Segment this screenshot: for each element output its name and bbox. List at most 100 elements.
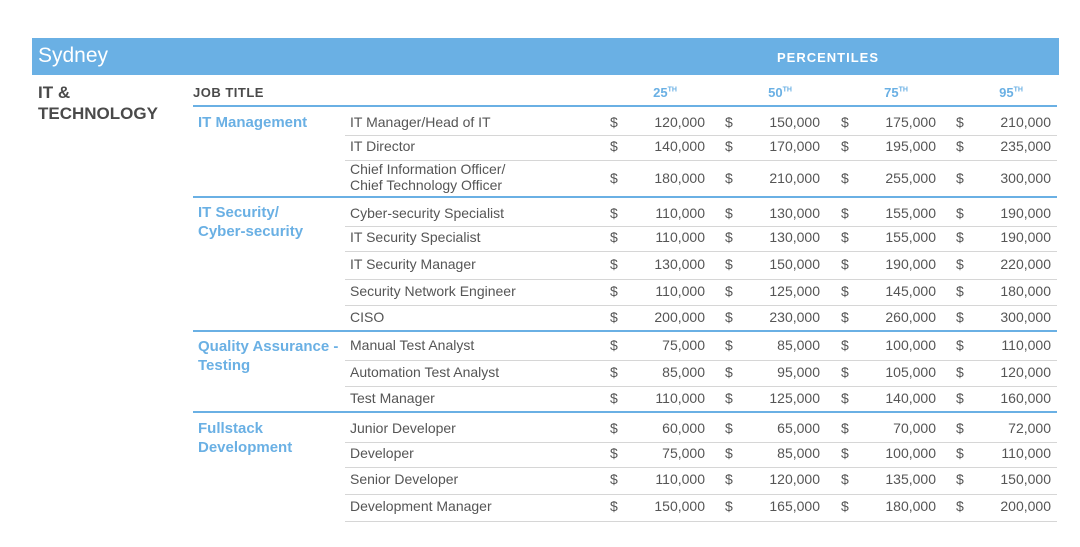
salary-value: 130,000: [769, 205, 820, 221]
currency-symbol: $: [841, 114, 849, 130]
row-divider: [345, 279, 1057, 280]
salary-value: 60,000: [662, 420, 705, 436]
row-divider: [345, 442, 1057, 443]
currency-symbol: $: [956, 445, 964, 461]
currency-symbol: $: [610, 256, 618, 272]
salary-value: 100,000: [885, 445, 936, 461]
currency-symbol: $: [956, 256, 964, 272]
salary-value: 75,000: [662, 337, 705, 353]
salary-value: 135,000: [885, 471, 936, 487]
currency-symbol: $: [841, 471, 849, 487]
currency-symbol: $: [725, 390, 733, 406]
job-title: IT Security Manager: [350, 256, 476, 272]
currency-symbol: $: [956, 170, 964, 186]
percentiles-heading: PERCENTILES: [777, 50, 880, 65]
currency-symbol: $: [841, 170, 849, 186]
currency-symbol: $: [841, 445, 849, 461]
currency-symbol: $: [725, 114, 733, 130]
currency-symbol: $: [725, 256, 733, 272]
currency-symbol: $: [725, 445, 733, 461]
job-title-header: JOB TITLE: [193, 85, 264, 100]
currency-symbol: $: [956, 114, 964, 130]
group-label: Fullstack Development: [198, 420, 293, 456]
salary-value: 170,000: [769, 138, 820, 154]
p25-header: 25TH: [653, 85, 677, 100]
job-title: Automation Test Analyst: [350, 364, 500, 380]
salary-value: 190,000: [885, 256, 936, 272]
currency-symbol: $: [841, 138, 849, 154]
currency-symbol: $: [610, 283, 618, 299]
currency-symbol: $: [725, 337, 733, 353]
row-divider: [345, 160, 1057, 161]
currency-symbol: $: [610, 138, 618, 154]
group-divider: [193, 411, 1057, 413]
salary-value: 130,000: [769, 229, 820, 245]
category-heading: IT & TECHNOLOGY: [38, 83, 158, 123]
salary-value: 110,000: [655, 471, 705, 487]
p75-header: 75TH: [884, 85, 908, 100]
currency-symbol: $: [956, 309, 964, 325]
salary-value: 125,000: [769, 390, 820, 406]
currency-symbol: $: [610, 445, 618, 461]
currency-symbol: $: [610, 498, 618, 514]
salary-value: 105,000: [885, 364, 936, 380]
salary-value: 165,000: [769, 498, 820, 514]
currency-symbol: $: [956, 471, 964, 487]
job-title: IT Manager/Head of IT: [350, 114, 491, 130]
salary-value: 300,000: [1000, 170, 1051, 186]
job-title: Manual Test Analyst: [350, 337, 475, 353]
currency-symbol: $: [610, 337, 618, 353]
salary-value: 210,000: [769, 170, 820, 186]
currency-symbol: $: [956, 138, 964, 154]
currency-symbol: $: [725, 420, 733, 436]
currency-symbol: $: [841, 283, 849, 299]
job-title: Security Network Engineer: [350, 283, 516, 299]
salary-value: 260,000: [885, 309, 936, 325]
currency-symbol: $: [610, 114, 618, 130]
salary-value: 235,000: [1000, 138, 1051, 154]
salary-value: 140,000: [885, 390, 936, 406]
currency-symbol: $: [841, 364, 849, 380]
salary-value: 110,000: [655, 283, 705, 299]
currency-symbol: $: [841, 229, 849, 245]
salary-value: 230,000: [769, 309, 820, 325]
salary-value: 190,000: [1000, 229, 1051, 245]
job-title: IT Security Specialist: [350, 229, 481, 245]
row-divider: [345, 251, 1057, 252]
job-title: IT Director: [350, 138, 416, 154]
group-label: IT Security/ Cyber-security: [198, 204, 304, 240]
currency-symbol: $: [956, 498, 964, 514]
currency-symbol: $: [610, 309, 618, 325]
salary-value: 130,000: [654, 256, 705, 272]
job-title: Developer: [350, 445, 414, 461]
row-divider: [345, 467, 1057, 468]
currency-symbol: $: [725, 498, 733, 514]
salary-value: 220,000: [1000, 256, 1051, 272]
salary-value: 110,000: [655, 390, 705, 406]
currency-symbol: $: [610, 229, 618, 245]
job-title: Senior Developer: [350, 471, 459, 487]
salary-value: 180,000: [885, 498, 936, 514]
currency-symbol: $: [956, 364, 964, 380]
salary-value: 145,000: [885, 283, 936, 299]
salary-value: 140,000: [654, 138, 705, 154]
city-title: Sydney: [38, 44, 109, 67]
currency-symbol: $: [841, 420, 849, 436]
currency-symbol: $: [610, 364, 618, 380]
job-title: Cyber-security Specialist: [350, 205, 505, 221]
currency-symbol: $: [610, 205, 618, 221]
currency-symbol: $: [610, 420, 618, 436]
salary-value: 125,000: [769, 283, 820, 299]
job-title: CISO: [350, 309, 385, 325]
job-title: Chief Information Officer/ Chief Technol…: [350, 161, 506, 193]
salary-value: 210,000: [1000, 114, 1051, 130]
currency-symbol: $: [610, 471, 618, 487]
salary-value: 100,000: [885, 337, 936, 353]
salary-value: 200,000: [654, 309, 705, 325]
row-divider: [345, 386, 1057, 387]
salary-value: 95,000: [777, 364, 820, 380]
city-banner: Sydney PERCENTILES: [32, 38, 1059, 75]
salary-value: 70,000: [893, 420, 936, 436]
salary-value: 72,000: [1008, 420, 1051, 436]
salary-value: 180,000: [654, 170, 705, 186]
